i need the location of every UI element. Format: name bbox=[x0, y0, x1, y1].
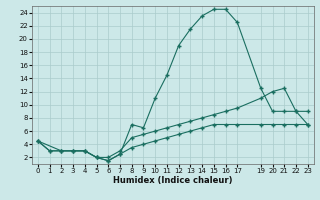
X-axis label: Humidex (Indice chaleur): Humidex (Indice chaleur) bbox=[113, 176, 233, 185]
